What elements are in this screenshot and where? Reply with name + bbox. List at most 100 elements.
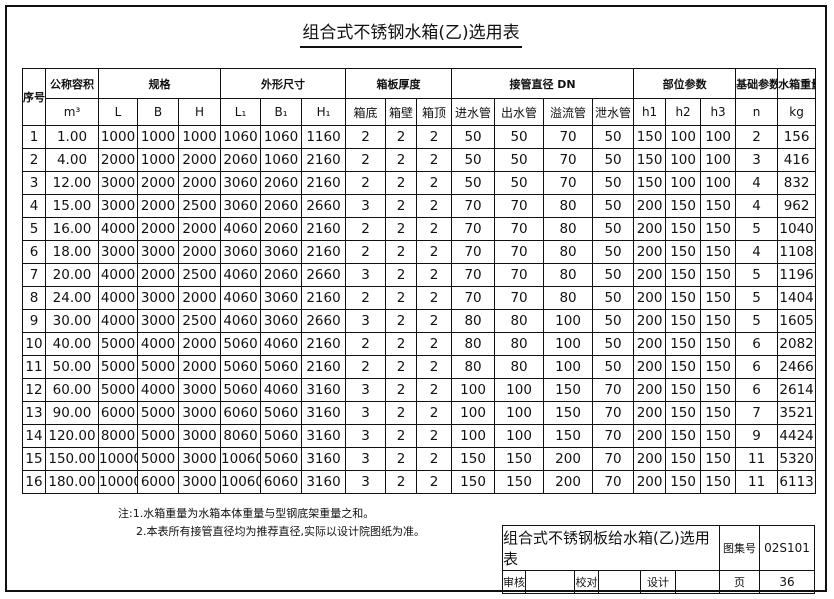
sub-header: 箱顶 — [416, 98, 453, 126]
table-cell: 4 — [735, 194, 779, 218]
table-cell: 150 — [543, 378, 594, 402]
drawing-name: 组合式不锈钢板给水箱(乙)选用表 — [502, 525, 720, 571]
table-cell: 2000 — [98, 148, 138, 172]
table-cell: 150 — [494, 447, 545, 471]
table-cell: 150 — [700, 240, 737, 264]
table-cell: 80 — [543, 194, 594, 218]
table-cell: 3160 — [301, 470, 347, 494]
table-cell: 50 — [494, 148, 545, 172]
table-cell: 3 — [345, 424, 387, 448]
table-cell: 2000 — [177, 355, 222, 379]
group-header: 接管直径 DN — [451, 68, 635, 99]
group-header: 水箱重量 — [777, 68, 817, 99]
table-cell: 2660 — [301, 263, 347, 287]
table-cell: 150 — [665, 309, 702, 333]
table-cell: 3 — [735, 148, 779, 172]
table-cell: 4424 — [777, 424, 817, 448]
table-cell: 2 — [385, 378, 418, 402]
sub-header: 出水管 — [494, 98, 545, 126]
table-cell: 3000 — [137, 240, 179, 264]
table-cell: 70 — [543, 148, 594, 172]
table-cell: 50 — [592, 171, 635, 195]
table-cell: 2 — [385, 355, 418, 379]
table-cell: 3 — [345, 309, 387, 333]
table-row: 13 90.00 6000 5000 3000 6060 5060 3160 3 2 2 100 100… — [22, 401, 817, 425]
sub-header: L₁ — [220, 98, 262, 126]
table-cell: 200 — [633, 240, 667, 264]
sub-header: B₁ — [260, 98, 303, 126]
table-cell: 70 — [543, 125, 594, 149]
table-cell: 9 — [22, 309, 46, 333]
table-row: 4 15.00 3000 2000 2500 3060 2060 2660 3 2 2 70 70 80 5… — [22, 194, 817, 218]
table-cell: 50 — [592, 263, 635, 287]
table-cell: 10000 — [98, 470, 138, 494]
table-cell: 150 — [665, 401, 702, 425]
table-cell: 3000 — [177, 378, 222, 402]
table-cell: 2500 — [177, 309, 222, 333]
table-cell: 70 — [494, 194, 545, 218]
page-number: 36 — [759, 570, 815, 594]
table-cell: 100 — [494, 378, 545, 402]
table-cell: 150 — [700, 378, 737, 402]
table-cell: 2 — [416, 332, 453, 356]
table-cell: 20.00 — [45, 263, 99, 287]
table-cell: 2000 — [177, 148, 222, 172]
table-cell: 150 — [700, 332, 737, 356]
group-header: 基础参数 — [735, 68, 779, 99]
table-row: 7 20.00 4000 2000 2500 4060 2060 2660 3 2 2 70 70 80 5… — [22, 263, 817, 287]
sub-header: B — [137, 98, 179, 126]
table-cell: 70 — [592, 447, 635, 471]
table-cell: 200 — [633, 355, 667, 379]
table-cell: 50 — [592, 309, 635, 333]
table-cell: 150 — [633, 125, 667, 149]
title: 组合式不锈钢水箱(乙)选用表 — [300, 18, 522, 48]
table-cell: 150 — [700, 447, 737, 471]
table-cell: 2 — [385, 194, 418, 218]
sub-header: H — [177, 98, 222, 126]
table-cell: 156 — [777, 125, 817, 149]
table-cell: 80 — [543, 217, 594, 241]
table-cell: 2 — [416, 148, 453, 172]
table-cell: 9 — [735, 424, 779, 448]
table-cell: 2660 — [301, 309, 347, 333]
page-label: 页 — [719, 570, 760, 594]
table-cell: 150 — [700, 401, 737, 425]
table-cell: 70 — [494, 263, 545, 287]
table-cell: 2160 — [301, 217, 347, 241]
signature — [598, 570, 641, 594]
table-cell: 1000 — [137, 148, 179, 172]
table-cell: 14 — [22, 424, 46, 448]
group-header: 箱板厚度 — [345, 68, 453, 99]
table-cell: 150 — [665, 447, 702, 471]
table-cell: 8060 — [220, 424, 262, 448]
table-cell: 2466 — [777, 355, 817, 379]
table-cell: 2 — [416, 286, 453, 310]
table-cell: 1 — [22, 125, 46, 149]
table-cell: 50 — [592, 148, 635, 172]
table-cell: 2000 — [177, 240, 222, 264]
table-cell: 4 — [22, 194, 46, 218]
table-cell: 3 — [345, 470, 387, 494]
table-cell: 11 — [735, 447, 779, 471]
table-cell: 50 — [451, 148, 496, 172]
table-cell: 5000 — [137, 401, 179, 425]
table-cell: 30.00 — [45, 309, 99, 333]
table-cell: 2160 — [301, 355, 347, 379]
table-cell: 10000 — [98, 447, 138, 471]
table-cell: 2 — [416, 447, 453, 471]
table-cell: 3000 — [177, 401, 222, 425]
sub-header: 箱壁 — [385, 98, 418, 126]
table-cell: 2160 — [301, 171, 347, 195]
table-cell: 2060 — [260, 263, 303, 287]
table-cell: 2 — [385, 263, 418, 287]
table-row: 9 30.00 4000 3000 2500 4060 3060 2660 3 2 2 80 80 100… — [22, 309, 817, 333]
table-row: 16180.0010000600030001006060603160322150… — [22, 470, 817, 494]
table-row: 12 60.00 5000 4000 3000 5060 4060 3160 3 2 2 100 100… — [22, 378, 817, 402]
table-cell: 200 — [633, 447, 667, 471]
table-cell: 1160 — [301, 125, 347, 149]
table-cell: 3060 — [260, 240, 303, 264]
table-cell: 2 — [385, 447, 418, 471]
table-cell: 3 — [345, 401, 387, 425]
table-cell: 80 — [451, 309, 496, 333]
table-cell: 150 — [700, 263, 737, 287]
